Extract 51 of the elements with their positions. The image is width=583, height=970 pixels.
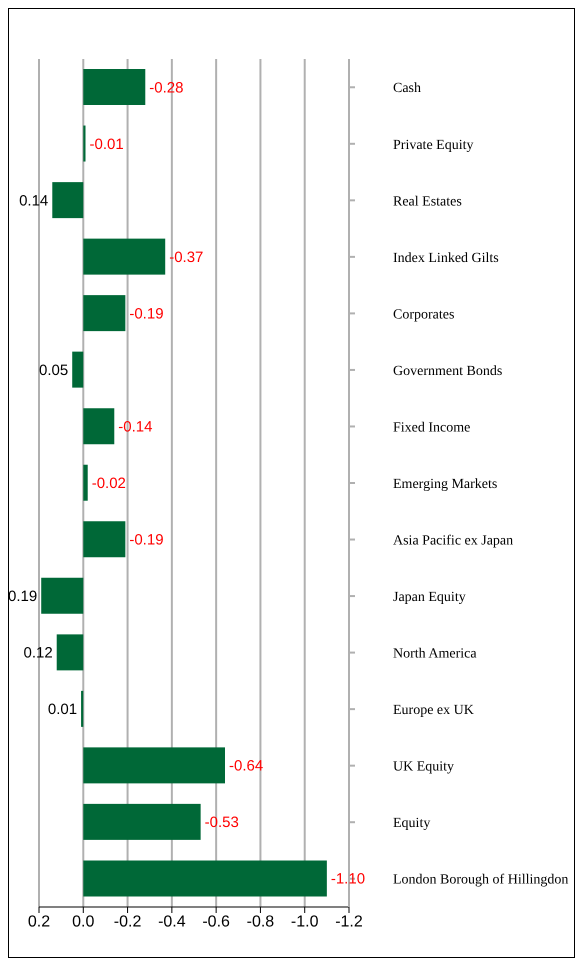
y-tick-label: UK Equity (393, 760, 454, 775)
x-tick-label: -0.2 (114, 913, 142, 930)
y-tick-label: North America (393, 646, 478, 662)
x-tick-label: -0.8 (246, 913, 274, 930)
bar (83, 408, 114, 444)
bar (72, 352, 84, 388)
bar (83, 464, 88, 501)
bar (83, 747, 225, 784)
x-tick-label: 0.2 (28, 913, 50, 930)
x-tick-label: -1.0 (290, 913, 319, 930)
bar (83, 804, 201, 840)
data-label: -0.14 (118, 418, 152, 436)
x-tick-label: -0.4 (158, 913, 186, 930)
y-tick-label: London Borough of Hillingdon (393, 872, 568, 888)
data-label: 0.01 (48, 701, 78, 718)
x-tick-label: 0.0 (72, 913, 95, 930)
data-label: 0.19 (8, 588, 38, 606)
y-tick-label: Cash (393, 81, 421, 96)
y-tick-label: Corporates (393, 307, 454, 322)
data-label: -0.19 (129, 532, 164, 549)
data-label: -0.28 (149, 79, 184, 96)
bar (83, 69, 146, 105)
y-tick-label: Government Bonds (393, 364, 502, 379)
y-tick-label: Asia Pacific ex Japan (393, 534, 514, 549)
bar (52, 182, 84, 218)
data-label: -0.02 (92, 474, 126, 492)
data-label: 0.14 (19, 192, 48, 210)
data-label: -1.10 (330, 870, 366, 888)
y-tick-label: Emerging Markets (393, 476, 498, 492)
data-label: -0.01 (90, 136, 124, 153)
x-tick-label: -1.2 (335, 913, 363, 930)
y-tick-label: Europe ex UK (393, 703, 474, 718)
y-tick-label: Private Equity (393, 138, 474, 153)
bar (83, 238, 166, 275)
bar (83, 295, 126, 332)
y-tick-label: Index Linked Gilts (393, 250, 499, 266)
bar (83, 860, 327, 896)
bar (41, 578, 84, 614)
bar (56, 634, 84, 670)
data-label: -0.19 (129, 305, 164, 322)
data-label: 0.05 (39, 362, 68, 379)
data-label: 0.12 (24, 644, 53, 662)
bar (83, 521, 126, 558)
y-tick-label: Japan Equity (393, 590, 466, 606)
x-tick-label: -0.6 (202, 913, 230, 930)
data-label: -0.53 (204, 814, 239, 832)
y-tick-label: Fixed Income (393, 420, 470, 436)
data-label: -0.64 (229, 758, 264, 775)
y-tick-label: Real Estates (393, 194, 462, 210)
y-tick-label: Equity (393, 816, 430, 832)
data-label: -0.37 (169, 248, 204, 266)
